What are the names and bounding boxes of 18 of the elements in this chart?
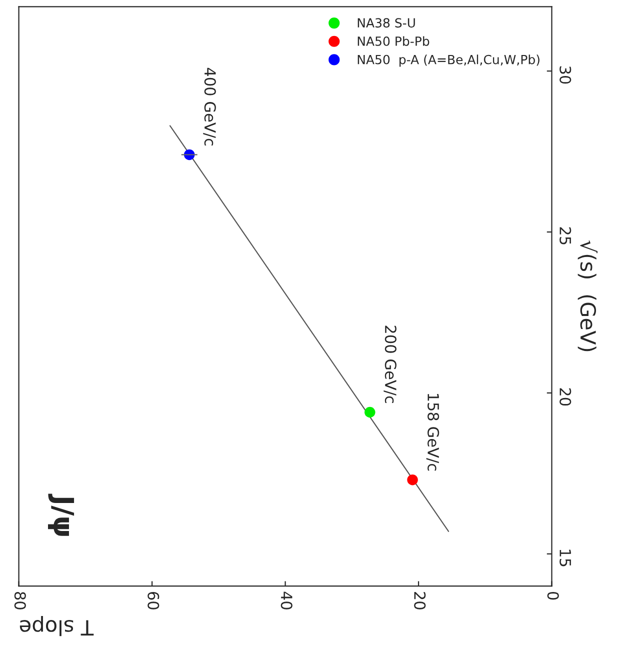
annotation: 400 GeV/c (203, 68, 216, 146)
y-tick-label: 15 (560, 550, 571, 566)
x-tick-label: 80 (14, 592, 26, 610)
x-tick-label: 20 (414, 592, 426, 610)
legend-label: NA50 Pb-Pb (358, 36, 430, 46)
y-tick-label: 25 (560, 227, 572, 244)
legend-label: NA50 p-A (A=Be,Al,Cu,W,Pb) (358, 54, 540, 67)
annotation: 200 GeV/c (384, 326, 396, 403)
x-axis-title: T slope (20, 616, 94, 636)
legend-label: NA38 S-U (358, 18, 415, 28)
y-tick-label: 30 (560, 66, 572, 84)
y-tick-label: 20 (560, 388, 572, 406)
x-tick-label: 40 (280, 592, 292, 610)
x-tick-label: 60 (148, 592, 160, 610)
y-axis-title: √(s) (GeV) (578, 240, 598, 352)
annotation: J/ψ (48, 494, 74, 536)
x-tick-label: 0 (547, 592, 559, 600)
annotation: 158 GeV/c (426, 394, 440, 471)
